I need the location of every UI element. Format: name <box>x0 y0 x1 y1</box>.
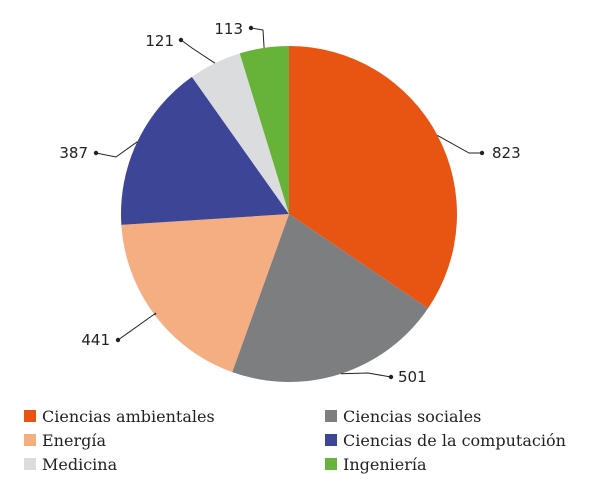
leader-dot <box>178 37 184 43</box>
pie-chart: 823 501 441 387 121 113 <box>59 20 520 386</box>
pie-slice-ciencias-ambientales <box>289 46 457 309</box>
leader-line <box>95 141 138 158</box>
data-label: 121 <box>145 32 174 50</box>
pie-slice-energia <box>121 214 289 373</box>
data-labels: 823 501 441 387 121 113 <box>59 20 520 386</box>
data-label: 387 <box>59 144 88 162</box>
data-label: 441 <box>81 331 110 349</box>
legend-item-energia: Energía <box>24 429 106 451</box>
legend-swatch <box>325 410 337 422</box>
leader-line <box>250 27 265 48</box>
leader-line <box>117 312 157 341</box>
legend-swatch <box>24 410 36 422</box>
leader-dot <box>248 25 254 31</box>
legend-item-ingenieria: Ingeniería <box>325 453 427 475</box>
leader-dot <box>115 337 121 343</box>
legend-label: Energía <box>42 430 106 450</box>
leader-lines <box>93 25 485 380</box>
leader-dot <box>93 150 99 156</box>
legend-label: Medicina <box>42 454 118 474</box>
data-label: 823 <box>492 144 521 162</box>
legend-item-ciencias-de-la-computacion: Ciencias de la computación <box>325 429 566 451</box>
legend: Ciencias ambientales Ciencias sociales E… <box>0 404 589 484</box>
legend-label: Ciencias de la computación <box>343 430 566 450</box>
pie-slice-ingenieria <box>239 46 289 214</box>
pie-slice-medicina <box>191 53 289 214</box>
legend-label: Ciencias ambientales <box>42 406 215 426</box>
pie-slice-ciencias-sociales <box>232 214 428 382</box>
legend-swatch <box>24 458 36 470</box>
data-label: 113 <box>214 20 243 38</box>
pie-slices <box>121 46 457 382</box>
legend-swatch <box>325 434 337 446</box>
leader-dot <box>479 150 485 156</box>
leader-line <box>180 39 216 64</box>
legend-label: Ciencias sociales <box>343 406 482 426</box>
legend-item-medicina: Medicina <box>24 453 117 475</box>
legend-swatch <box>325 458 337 470</box>
legend-item-ciencias-sociales: Ciencias sociales <box>325 405 481 427</box>
legend-item-ciencias-ambientales: Ciencias ambientales <box>24 405 215 427</box>
legend-swatch <box>24 434 36 446</box>
leader-dot <box>388 374 394 380</box>
legend-label: Ingeniería <box>343 454 427 474</box>
leader-line <box>340 372 392 378</box>
data-label: 501 <box>398 368 427 386</box>
pie-slice-ciencias-de-la-computacion <box>121 76 289 225</box>
leader-line <box>437 134 482 154</box>
